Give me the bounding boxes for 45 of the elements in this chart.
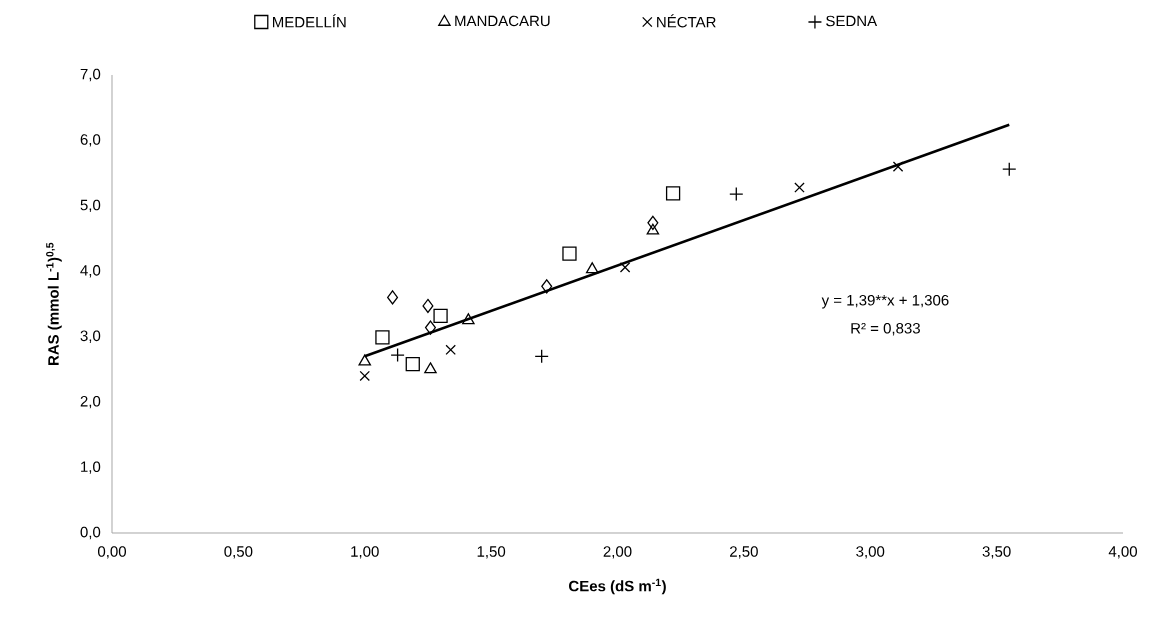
- x-tick-label: 3,00: [856, 546, 885, 559]
- x-tick-label: 2,00: [603, 546, 632, 559]
- legend-label: NÉCTAR: [657, 14, 716, 28]
- point: [794, 182, 805, 193]
- point: [424, 362, 437, 374]
- x-tick-label: 0,50: [224, 546, 253, 559]
- point: [359, 370, 370, 382]
- point: [541, 279, 553, 294]
- y-tick-label: 6,0: [80, 134, 101, 147]
- y-tick-label: 5,0: [80, 199, 101, 213]
- y-tick-label: 0,0: [80, 526, 101, 540]
- point: [585, 262, 599, 274]
- point: [433, 308, 448, 323]
- point: [619, 262, 631, 273]
- point: [647, 215, 659, 231]
- legend-label: MANDACARU: [455, 15, 550, 27]
- point: [665, 186, 681, 201]
- y-axis-title: RAS (mmol L$^{-1}$)$^{0,5}$: [46, 242, 62, 366]
- x-tick-label: 1,00: [351, 546, 379, 559]
- annotation: y = 1,39**x + 1,306: [821, 294, 949, 309]
- x-tick-label: 4,00: [1108, 546, 1137, 559]
- y-tick-label: 4,0: [80, 265, 101, 278]
- point: [424, 320, 436, 335]
- point: [375, 330, 390, 345]
- point: [387, 290, 399, 305]
- y-tick-label: 1,0: [81, 461, 101, 474]
- point: [358, 354, 372, 366]
- point: [462, 313, 475, 325]
- point: [445, 344, 456, 356]
- legend-label: MEDELLÍN: [273, 14, 346, 28]
- point: [562, 246, 577, 261]
- point: [892, 161, 904, 172]
- x-tick-label: 3,50: [982, 546, 1011, 559]
- y-tick-label: 3,0: [80, 330, 101, 343]
- point: [422, 298, 434, 314]
- x-tick-label: 0,00: [98, 546, 126, 559]
- x-tick-label: 2,50: [730, 546, 758, 559]
- y-tick-label: 7,0: [80, 68, 101, 82]
- point: [646, 223, 660, 235]
- annotation: R² = 0,833: [851, 322, 920, 336]
- legend-label: SEDNA: [826, 15, 878, 27]
- x-tick-label: 1,50: [477, 546, 506, 559]
- point: [405, 357, 420, 372]
- y-tick-label: 2,0: [80, 395, 101, 409]
- x-axis-title: CEes (dS m$^{-1}$): [569, 578, 666, 595]
